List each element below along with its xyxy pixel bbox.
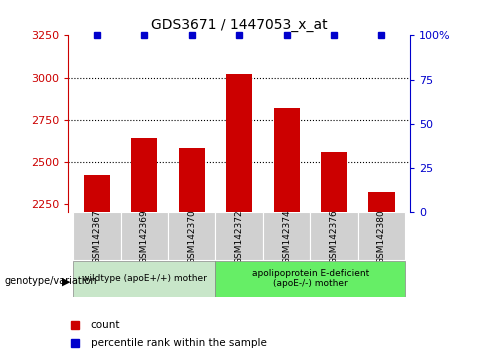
Text: apolipoprotein E-deficient
(apoE-/-) mother: apolipoprotein E-deficient (apoE-/-) mot… bbox=[252, 269, 369, 289]
Text: GSM142380: GSM142380 bbox=[377, 209, 386, 264]
Bar bbox=[179, 148, 205, 212]
Text: percentile rank within the sample: percentile rank within the sample bbox=[91, 338, 266, 348]
Bar bbox=[73, 261, 215, 297]
Text: GSM142367: GSM142367 bbox=[92, 209, 102, 264]
Text: ▶: ▶ bbox=[61, 276, 70, 286]
Bar bbox=[215, 212, 263, 260]
Bar bbox=[310, 212, 358, 260]
Bar bbox=[168, 212, 215, 260]
Bar bbox=[273, 108, 300, 212]
Text: wildtype (apoE+/+) mother: wildtype (apoE+/+) mother bbox=[82, 274, 207, 283]
Title: GDS3671 / 1447053_x_at: GDS3671 / 1447053_x_at bbox=[151, 18, 327, 32]
Bar bbox=[226, 74, 252, 212]
Bar bbox=[131, 138, 157, 212]
Text: GSM142372: GSM142372 bbox=[235, 209, 244, 264]
Bar bbox=[73, 212, 121, 260]
Bar bbox=[358, 212, 405, 260]
Bar bbox=[84, 175, 110, 212]
Text: GSM142374: GSM142374 bbox=[282, 209, 291, 264]
Bar bbox=[368, 192, 394, 212]
Text: genotype/variation: genotype/variation bbox=[5, 276, 98, 286]
Text: GSM142376: GSM142376 bbox=[329, 209, 339, 264]
Bar bbox=[215, 261, 405, 297]
Text: GSM142370: GSM142370 bbox=[187, 209, 196, 264]
Bar bbox=[121, 212, 168, 260]
Text: count: count bbox=[91, 320, 120, 330]
Bar bbox=[263, 212, 310, 260]
Text: GSM142369: GSM142369 bbox=[140, 209, 149, 264]
Bar bbox=[321, 152, 347, 212]
